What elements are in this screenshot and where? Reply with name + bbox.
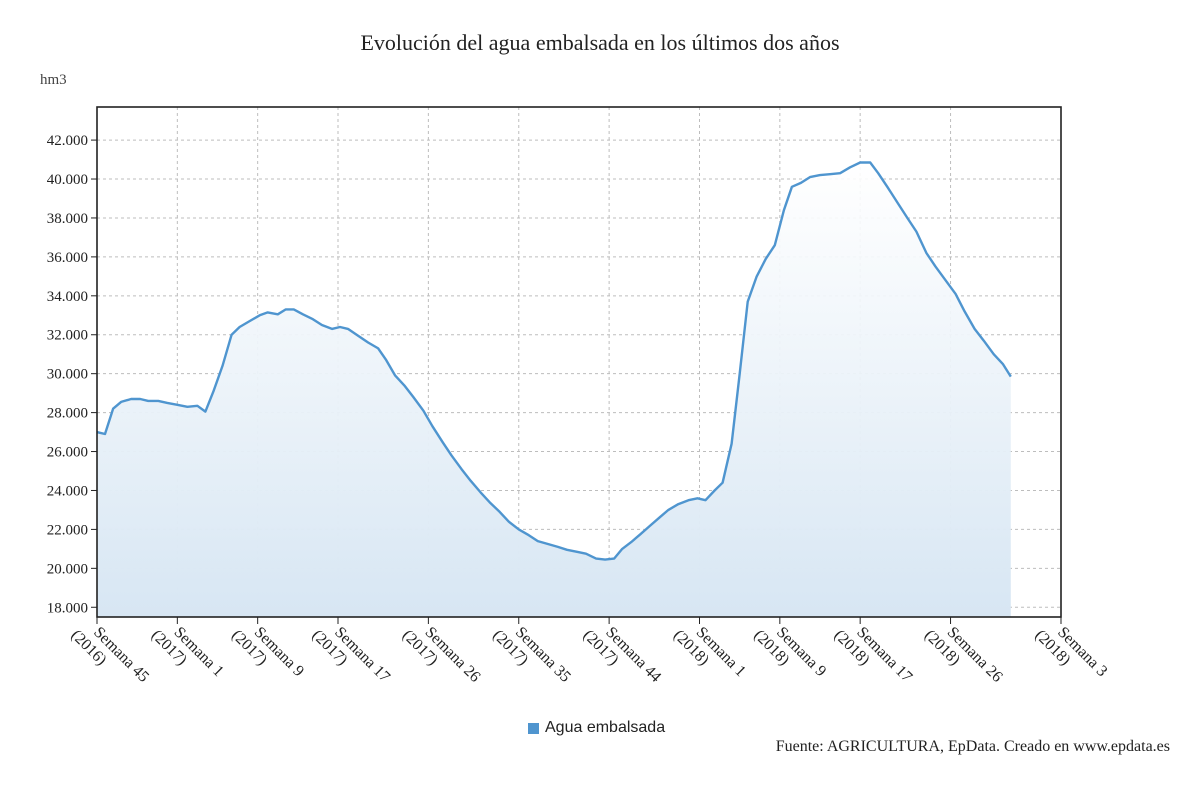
y-tick-label: 22.000	[47, 522, 88, 538]
x-axis-ticks: Semana 45(2016) Semana 1(2017) Semana 9(20…	[68, 614, 1111, 699]
y-tick-label: 28.000	[47, 406, 88, 422]
x-tick-label: Semana 1(2018)	[670, 614, 749, 693]
y-tick-label: 20.000	[47, 561, 88, 577]
y-tick-label: 26.000	[47, 445, 88, 461]
legend-swatch	[528, 722, 539, 734]
x-tick-label: Semana 3(2018)	[1032, 614, 1111, 693]
y-tick-label: 32.000	[47, 328, 88, 344]
y-tick-label: 18.000	[47, 600, 88, 616]
series-line-group	[97, 161, 1012, 561]
x-tick-label: Semana 9(2017)	[228, 614, 307, 693]
legend-label: Agua embalsada	[545, 719, 666, 736]
x-tick-label: Semana 45(2016)	[68, 614, 153, 699]
y-tick-label: 36.000	[47, 250, 88, 266]
y-axis-unit-label: hm3	[40, 72, 67, 88]
x-tick-label: Semana 9(2018)	[750, 614, 829, 693]
x-tick-label: Semana 44(2017)	[580, 614, 665, 699]
x-tick-label: Semana 26(2017)	[399, 614, 484, 699]
series-line	[97, 161, 1012, 561]
legend: Agua embalsada	[528, 719, 665, 737]
y-tick-label: 38.000	[47, 211, 88, 227]
x-tick-label: Semana 1(2017)	[148, 614, 227, 693]
x-tick-label: Semana 35(2017)	[489, 614, 574, 699]
y-tick-label: 40.000	[47, 172, 88, 188]
x-tick-label: Semana 17(2018)	[831, 614, 916, 699]
chart-title: Evolución del agua embalsada en los últi…	[360, 30, 840, 55]
series-area-fill	[97, 162, 1011, 617]
source-note: Fuente: AGRICULTURA, EpData. Creado en w…	[775, 738, 1170, 755]
y-tick-label: 42.000	[47, 133, 88, 149]
y-tick-label: 24.000	[47, 483, 88, 499]
y-axis-ticks: 18.000 20.000 22.000 24.000 26.000 28.000 30.0…	[47, 133, 97, 616]
x-tick-label: Semana 26(2018)	[921, 614, 1006, 699]
series-area	[97, 162, 1011, 617]
x-tick-label: Semana 17(2017)	[309, 614, 394, 699]
y-tick-label: 34.000	[47, 289, 88, 305]
y-tick-label: 30.000	[47, 367, 88, 383]
plot-frame	[96, 106, 1062, 618]
